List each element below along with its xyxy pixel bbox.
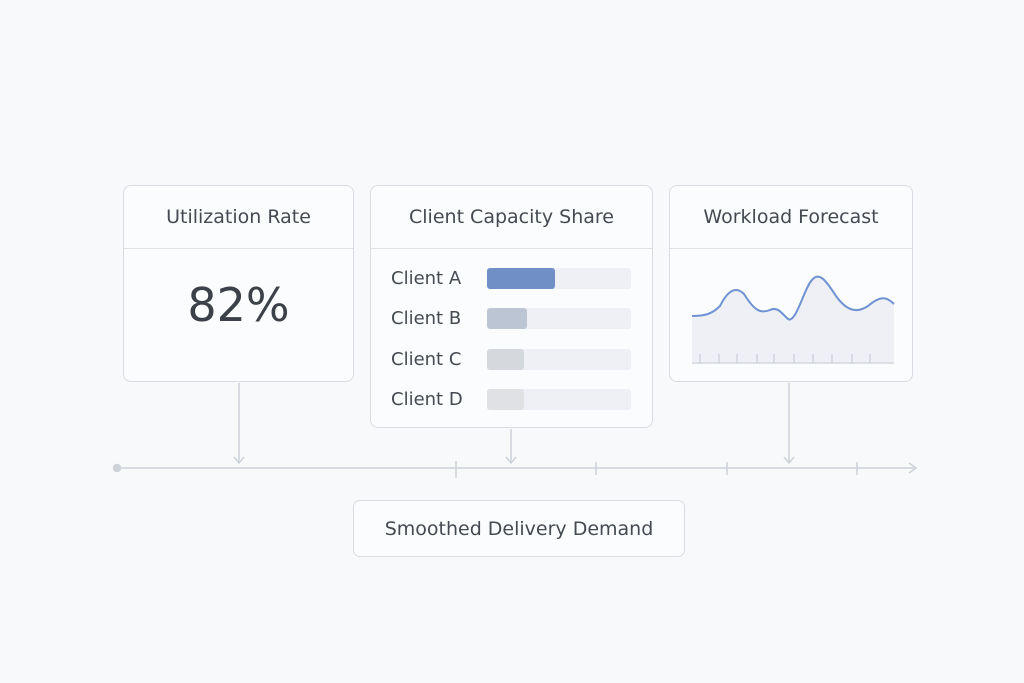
client-row: Client D [391, 388, 633, 412]
client-share-bar [487, 348, 525, 370]
utilization-arrowhead [233, 456, 245, 465]
workload-forecast-card: Workload Forecast [669, 185, 913, 382]
forecast-area [692, 276, 894, 362]
client-share-bar [487, 267, 555, 289]
timeline-arrowhead [908, 462, 918, 474]
client-row: Client C [391, 347, 633, 371]
timeline-start-dot [112, 463, 122, 473]
client-label: Client A [391, 267, 462, 289]
client-capacity-share-card: Client Capacity Share Client A Client B Cl… [370, 185, 653, 428]
client-label: Client D [391, 389, 463, 410]
forecast-sparkline [691, 275, 895, 364]
client-share-bar [487, 308, 528, 329]
forecast-title: Workload Forecast [670, 186, 912, 249]
forecast-line [691, 275, 895, 321]
client-share-track [487, 308, 631, 329]
client-share-track [487, 267, 631, 289]
client-share-bar [487, 389, 525, 410]
forecast-axis [692, 354, 894, 364]
client-share-track [487, 389, 631, 410]
utilization-title: Utilization Rate [124, 186, 353, 249]
forecast-arrowhead [783, 456, 795, 465]
client-share-track [487, 348, 631, 370]
utilization-value: 82% [187, 278, 290, 332]
share-arrowhead [505, 456, 517, 465]
client-label: Client B [391, 308, 462, 329]
utilization-rate-card: Utilization Rate 82% [123, 185, 354, 382]
client-label: Client C [391, 348, 462, 370]
client-row: Client A [391, 266, 633, 290]
smoothed-delivery-demand-label: Smoothed Delivery Demand [353, 500, 685, 557]
client-row: Client B [391, 307, 633, 331]
capacity-share-title: Client Capacity Share [371, 186, 652, 249]
